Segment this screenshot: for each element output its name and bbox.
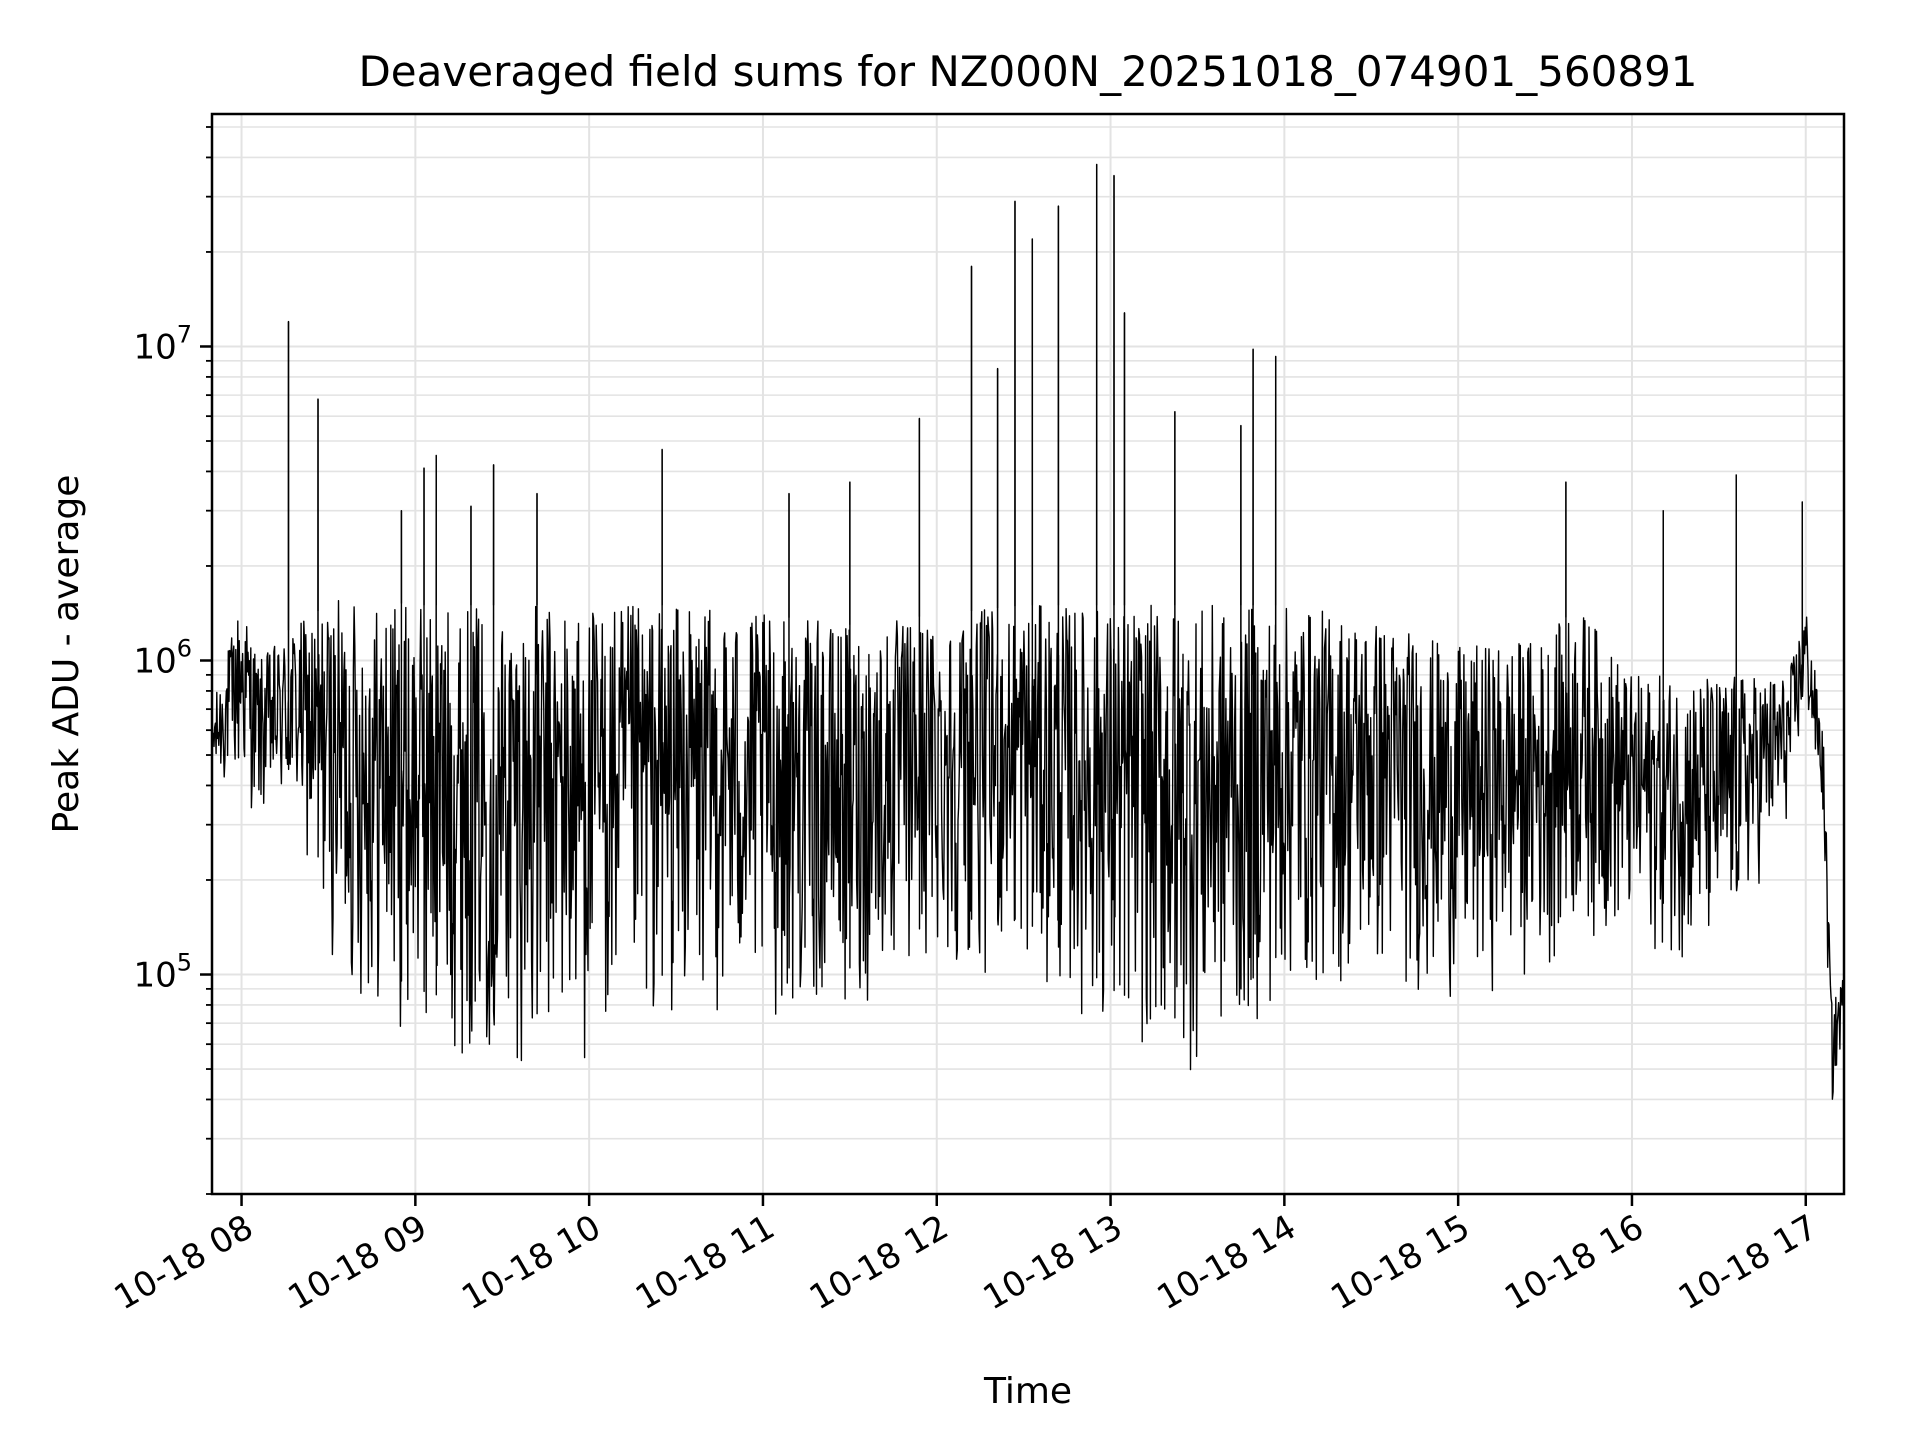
series-layer (211, 163, 1845, 1100)
series-line (211, 163, 1845, 1100)
chart-title: Deaveraged field sums for NZ000N_2025101… (358, 47, 1697, 96)
y-tick-label-1: 106 (133, 634, 192, 681)
x-axis-title: Time (983, 1371, 1072, 1412)
plot-frame (210, 112, 1846, 1196)
y-tick-label-0: 105 (133, 949, 192, 996)
y-axis-title: Peak ADU - average (46, 475, 87, 834)
y-tick-label-2: 107 (133, 320, 192, 367)
